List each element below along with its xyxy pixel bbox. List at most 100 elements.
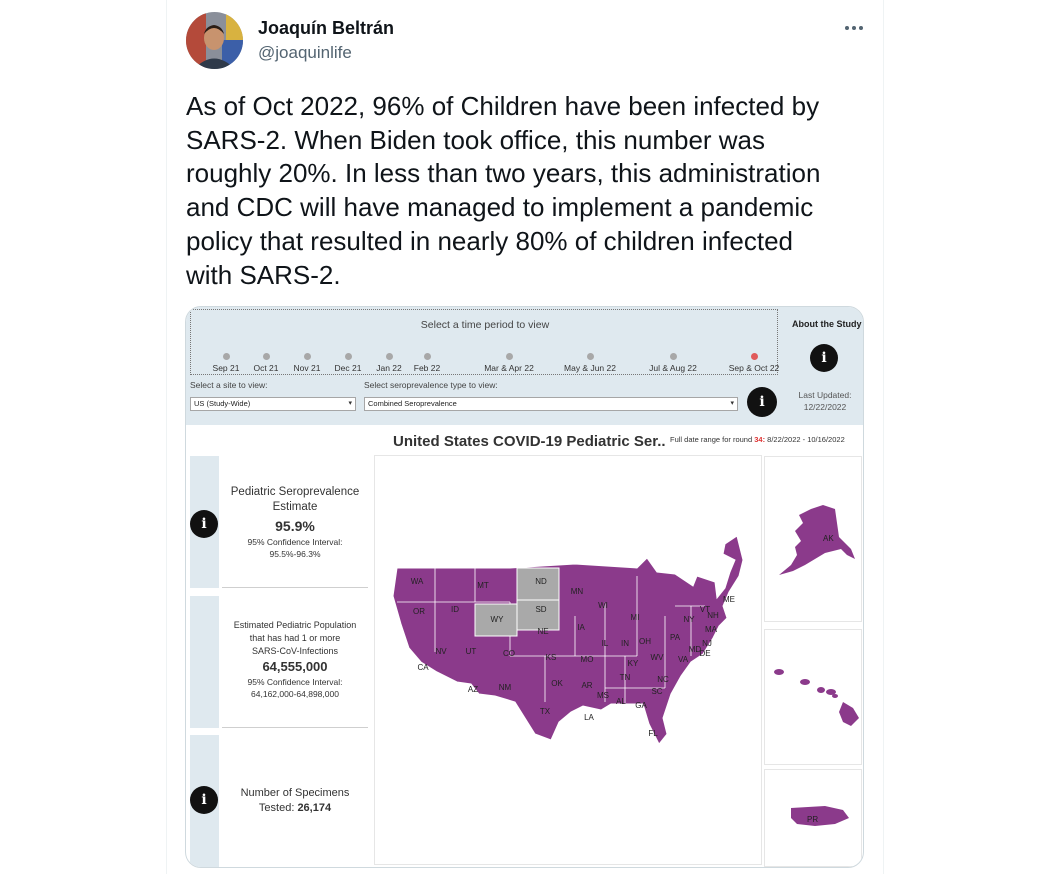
state-label-IA: IA <box>577 623 585 632</box>
range-value: 8/22/2022 - 10/16/2022 <box>767 435 845 444</box>
time-period-label[interactable]: Jan 22 <box>376 363 402 373</box>
state-label-NH: NH <box>707 611 719 620</box>
time-period-dot[interactable] <box>586 353 594 360</box>
population-line3: SARS-CoV-Infections <box>251 646 339 656</box>
hawaii-inset[interactable] <box>764 629 862 765</box>
time-period-label[interactable]: Sep 21 <box>212 363 240 373</box>
state-label-VA: VA <box>678 655 689 664</box>
estimate-ci-value: 95.5%-96.3% <box>269 549 321 559</box>
tweet-media-dashboard[interactable]: Select a time period to view Sep 21 Oct 2… <box>185 306 864 868</box>
state-label-UT: UT <box>466 647 477 656</box>
state-label-TN: TN <box>620 673 631 682</box>
state-label-NE: NE <box>537 627 548 636</box>
puerto-rico-map: PR <box>791 806 849 826</box>
state-label-FL: FL <box>648 729 658 738</box>
specimens-prefix: Tested: <box>258 802 298 814</box>
time-selector-title: Select a time period to view <box>420 319 550 331</box>
type-select[interactable]: Combined Seroprevalence ▾ <box>364 397 738 411</box>
panel-stripe <box>190 596 219 728</box>
population-line2: that has had 1 or more <box>249 633 341 643</box>
time-period-dot[interactable] <box>344 353 352 360</box>
time-period-dot[interactable] <box>669 353 677 360</box>
author-avatar[interactable] <box>186 12 243 69</box>
about-info-icon[interactable]: i <box>810 344 838 372</box>
type-info-icon[interactable]: i <box>747 387 777 417</box>
state-label-AZ: AZ <box>468 685 478 694</box>
specimens-info-icon[interactable]: i <box>190 786 218 814</box>
panel-divider <box>222 587 368 588</box>
time-period-dot[interactable] <box>385 353 393 360</box>
state-label-OH: OH <box>639 637 651 646</box>
state-label-VT: VT <box>700 605 710 614</box>
date-range-note: Full date range for round 34: 8/22/2022 … <box>670 435 845 444</box>
dashboard-title: United States COVID-19 Pediatric Ser.. <box>393 433 666 450</box>
estimate-ci-label: 95% Confidence Interval: <box>247 537 343 547</box>
state-label-NJ: NJ <box>702 639 712 648</box>
time-period-dot[interactable] <box>505 353 513 360</box>
state-label-DE: DE <box>699 649 710 658</box>
last-updated-value: 12/22/2022 <box>803 402 847 412</box>
time-period-label[interactable]: Dec 21 <box>334 363 362 373</box>
population-panel: Estimated Pediatric Population that has … <box>222 619 368 700</box>
state-label-MA: MA <box>705 625 718 634</box>
population-value: 64,555,000 <box>262 659 328 674</box>
last-updated-label: Last Updated: <box>798 390 852 400</box>
about-study-label[interactable]: About the Study <box>792 319 862 329</box>
state-label-IN: IN <box>621 639 629 648</box>
time-period-dot[interactable] <box>262 353 270 360</box>
timeline-border-right <box>883 0 884 874</box>
site-select[interactable]: US (Study-Wide) ▾ <box>190 397 356 411</box>
specimens-value: 26,174 <box>297 802 332 814</box>
time-period-label[interactable]: Sep & Oct 22 <box>728 363 780 373</box>
type-select-value: Combined Seroprevalence <box>368 399 457 408</box>
specimens-line1: Number of Specimens <box>240 787 350 799</box>
time-period-label[interactable]: Jul & Aug 22 <box>649 363 697 373</box>
state-label-NY: NY <box>683 615 695 624</box>
us-mainland-shape <box>392 535 744 745</box>
state-label-IL: IL <box>602 639 609 648</box>
alaska-inset[interactable]: AK <box>764 456 862 622</box>
state-SD-shape[interactable] <box>516 599 560 631</box>
estimate-panel: Pediatric Seroprevalence Estimate 95.9% … <box>222 485 368 560</box>
state-label-MO: MO <box>581 655 594 664</box>
time-period-label[interactable]: Feb 22 <box>413 363 441 373</box>
tweet-text: As of Oct 2022, 96% of Children have bee… <box>186 91 821 290</box>
more-dots-icon[interactable] <box>840 14 868 42</box>
estimate-info-icon[interactable]: i <box>190 510 218 538</box>
time-period-dot[interactable] <box>750 353 758 360</box>
time-period-dot[interactable] <box>303 353 311 360</box>
population-ci-label: 95% Confidence Interval: <box>247 677 343 687</box>
state-label-KY: KY <box>628 659 639 668</box>
estimate-value: 95.9% <box>275 518 315 534</box>
state-label-AR: AR <box>581 681 592 690</box>
author-name[interactable]: Joaquín Beltrán <box>258 18 395 38</box>
state-WY-shape[interactable] <box>474 603 518 637</box>
dashboard-title-row: United States COVID-19 Pediatric Ser.. F… <box>186 427 863 455</box>
population-ci-value: 64,162,000-64,898,000 <box>251 689 339 699</box>
state-label-WA: WA <box>411 577 424 586</box>
time-period-label[interactable]: Oct 21 <box>253 363 279 373</box>
author-handle[interactable]: @joaquinlife <box>258 43 352 62</box>
time-period-dot[interactable] <box>222 353 230 360</box>
puerto-rico-inset[interactable]: PR <box>764 769 862 867</box>
round-number: 34: <box>754 435 766 444</box>
state-label-TX: TX <box>540 707 551 716</box>
estimate-line1: Pediatric Seroprevalence <box>230 486 360 498</box>
state-label-NC: NC <box>657 675 669 684</box>
time-period-label[interactable]: Nov 21 <box>293 363 321 373</box>
state-label-MS: MS <box>597 691 609 700</box>
state-label-WY: WY <box>491 615 505 624</box>
population-line1: Estimated Pediatric Population <box>233 620 357 630</box>
time-period-label[interactable]: May & Jun 22 <box>564 363 616 373</box>
state-label-OK: OK <box>551 679 563 688</box>
dashboard-controls: Select a time period to view Sep 21 Oct 2… <box>186 307 863 425</box>
state-label-ID: ID <box>451 605 459 614</box>
state-label-CO: CO <box>503 649 515 658</box>
state-label-CA: CA <box>417 663 429 672</box>
time-period-dot[interactable] <box>423 353 431 360</box>
state-label-WI: WI <box>598 601 608 610</box>
time-period-label[interactable]: Mar & Apr 22 <box>484 363 534 373</box>
